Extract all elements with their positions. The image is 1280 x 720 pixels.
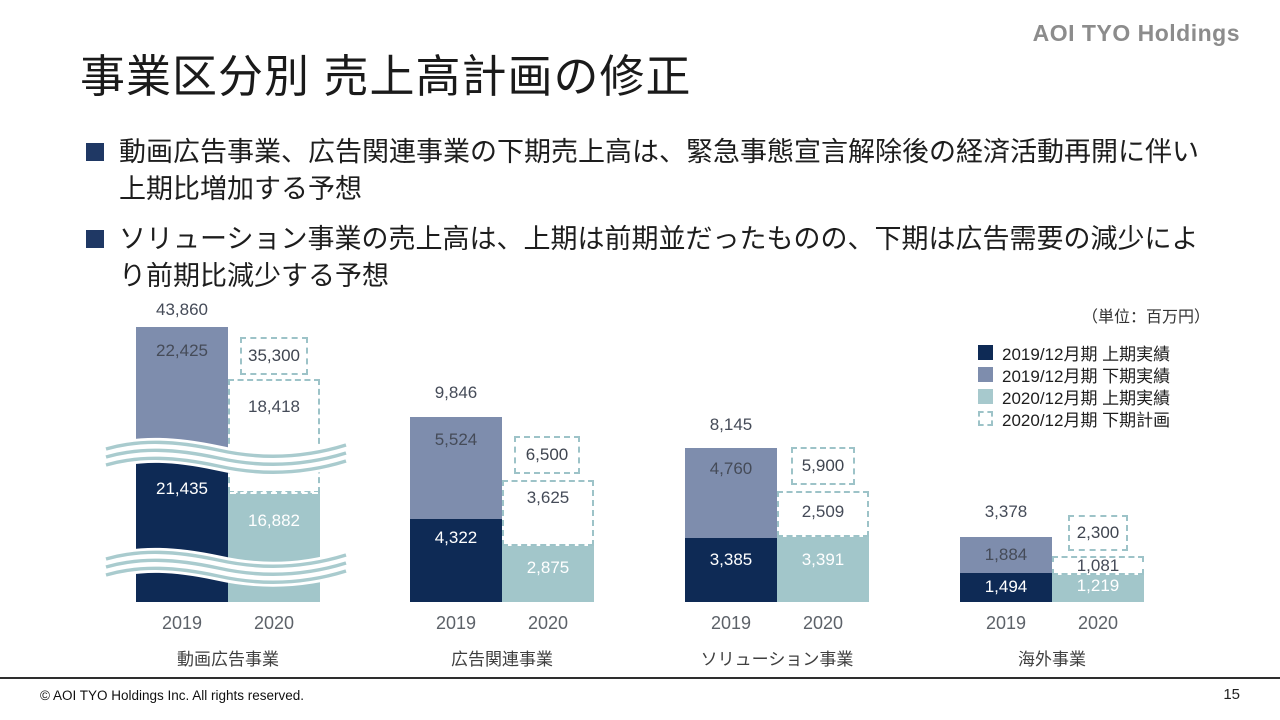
chart-group-category-label: 広告関連事業 <box>451 650 553 669</box>
copyright-text: © AOI TYO Holdings Inc. All rights reser… <box>40 688 305 703</box>
segment-value-label: 3,385 <box>709 550 753 569</box>
x-axis-year-label: 2020 <box>527 613 569 633</box>
planned-total-box: 6,500 <box>514 436 580 474</box>
segment-value-label: 1,219 <box>1076 576 1120 595</box>
bullet-text: ソリューション事業の売上高は、上期は前期並だったものの、下期は広告需要の減少によ… <box>119 224 1199 291</box>
bullet-square-icon <box>86 143 104 161</box>
x-axis-year-label: 2019 <box>435 613 477 633</box>
bullet-item: ソリューション事業の売上高は、上期は前期並だったものの、下期は広告需要の減少によ… <box>86 221 1216 295</box>
legend-item: 2020/12月期 下期計画 <box>978 407 1171 430</box>
legend-label: 2020/12月期 上期実績 <box>1002 388 1171 408</box>
bullet-square-icon <box>86 230 104 248</box>
bar-total-label: 9,846 <box>434 383 478 402</box>
segment-value-label: 1,884 <box>984 545 1028 564</box>
chart-group-category-label: 海外事業 <box>1018 650 1086 669</box>
legend-swatch-bluegray <box>978 366 993 382</box>
segment-value-label: 4,760 <box>709 459 753 478</box>
legend-swatch-teal <box>978 388 993 404</box>
legend-label: 2019/12月期 下期実績 <box>1002 366 1171 386</box>
bar-segment-h1-actual-2020 <box>502 546 594 602</box>
unit-label: （単位：百万円） <box>1081 309 1210 326</box>
axis-break-wave-icon <box>102 437 350 477</box>
bar-segment-h2-actual-2019 <box>960 537 1052 573</box>
segment-value-label: 1,081 <box>1076 556 1120 575</box>
plan-actual-boundary <box>230 492 318 494</box>
page-number: 15 <box>1223 686 1240 703</box>
legend-item: 2020/12月期 上期実績 <box>978 385 1171 408</box>
segment-value-label: 3,391 <box>801 550 845 569</box>
bar-segment-h1-actual-2020 <box>777 537 869 602</box>
bar-segment-h2-plan-2020 <box>777 491 869 537</box>
x-axis-year-label: 2019 <box>985 613 1027 633</box>
planned-total-box: 2,300 <box>1068 515 1128 551</box>
segment-value-label: 18,418 <box>248 397 300 416</box>
legend-item: 2019/12月期 下期実績 <box>978 363 1171 386</box>
bullet-text: 動画広告事業、広告関連事業の下期売上高は、緊急事態宣言解除後の経済活動再開に伴い… <box>119 137 1199 204</box>
segment-value-label: 3,625 <box>526 488 570 507</box>
segment-value-label: 21,435 <box>156 479 208 498</box>
segment-value-label: 4,322 <box>434 528 478 547</box>
bar-total-label: 3,378 <box>984 502 1028 521</box>
bar-segment-h1-actual-2020 <box>1052 575 1144 602</box>
x-axis-year-label: 2019 <box>161 613 203 633</box>
legend-swatch-dashed-plan <box>978 410 993 426</box>
legend-label: 2019/12月期 上期実績 <box>1002 344 1171 364</box>
x-axis-year-label: 2020 <box>802 613 844 633</box>
bar-segment-h1-actual-2019 <box>685 538 777 602</box>
bar-total-label: 8,145 <box>709 415 753 434</box>
segment-value-label: 16,882 <box>248 511 300 530</box>
footer-divider <box>0 677 1280 679</box>
legend-swatch-navy <box>978 344 993 360</box>
segment-value-label: 22,425 <box>156 341 208 360</box>
x-axis-year-label: 2020 <box>1077 613 1119 633</box>
chart-legend: 2019/12月期 上期実績 2019/12月期 下期実績 2020/12月期 … <box>978 341 1171 430</box>
segment-value-label: 2,509 <box>801 502 845 521</box>
x-axis-year-label: 2019 <box>710 613 752 633</box>
x-axis-year-label: 2020 <box>253 613 295 633</box>
bar-segment-h2-plan-2020 <box>502 480 594 546</box>
bar-total-label: 43,860 <box>156 300 208 319</box>
segment-value-label: 5,524 <box>434 430 478 449</box>
page-title: 事業区分別 売上高計画の修正 <box>80 51 692 102</box>
bar-segment-h1-actual-2019 <box>960 573 1052 602</box>
chart-group-category-label: 動画広告事業 <box>177 650 279 669</box>
planned-total-box: 35,300 <box>240 337 308 375</box>
legend-label: 2020/12月期 下期計画 <box>1002 410 1171 430</box>
bullet-list: 動画広告事業、広告関連事業の下期売上高は、緊急事態宣言解除後の経済活動再開に伴い… <box>86 134 1216 308</box>
segment-value-label: 2,875 <box>526 558 570 577</box>
bar-segment-h1-actual-2019 <box>410 519 502 602</box>
axis-break-wave-icon <box>102 547 350 587</box>
legend-item: 2019/12月期 上期実績 <box>978 341 1171 364</box>
company-logo: AOI TYO Holdings <box>1032 20 1240 46</box>
bar-segment-h2-actual-2019 <box>410 417 502 519</box>
segment-value-label: 1,494 <box>984 577 1028 596</box>
bullet-item: 動画広告事業、広告関連事業の下期売上高は、緊急事態宣言解除後の経済活動再開に伴い… <box>86 134 1216 208</box>
chart-group-category-label: ソリューション事業 <box>700 650 854 669</box>
planned-total-box: 5,900 <box>791 447 855 485</box>
bar-segment-h2-plan-2020 <box>1052 556 1144 575</box>
bar-segment-h2-actual-2019 <box>685 448 777 538</box>
